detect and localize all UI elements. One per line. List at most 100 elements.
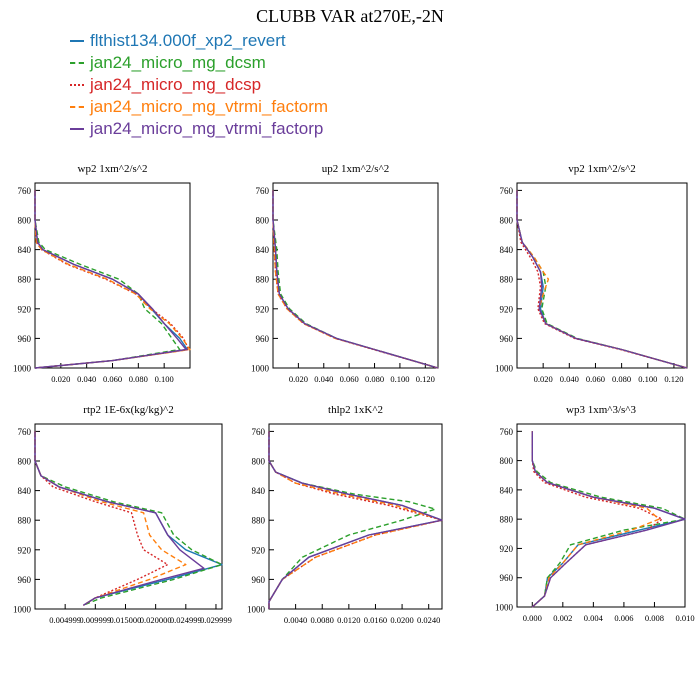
- x-tick-label-1-5: 0.120: [416, 374, 435, 384]
- y-tick-label-3-5: 960: [18, 575, 32, 585]
- y-tick-label-3-4: 920: [18, 545, 32, 555]
- y-tick-label-1-0: 760: [256, 186, 270, 196]
- series-line-2-4: [516, 190, 688, 369]
- chart-panel-1: up2 1xm^2/s^2 760 800 840 880 920 960 1000 0.020…: [251, 163, 439, 384]
- y-tick-label-3-3: 880: [18, 516, 32, 526]
- legend-entry-4: jan24_micro_mg_vtrmi_factorp: [70, 118, 328, 140]
- series-line-4-1: [268, 431, 436, 609]
- legend-entry-1: jan24_micro_mg_dcsm: [70, 52, 328, 74]
- y-tick-label-1-6: 1000: [251, 364, 270, 374]
- series-line-5-0: [531, 431, 686, 608]
- legend-swatch-2: [70, 84, 84, 86]
- plot-frame-5: [516, 423, 686, 608]
- series-line-4-3: [268, 431, 443, 609]
- y-tick-label-0-4: 920: [18, 304, 32, 314]
- page-title: CLUBB VAR at270E,-2N: [256, 6, 444, 26]
- y-tick-label-2-2: 840: [500, 245, 514, 255]
- y-tick-label-3-6: 1000: [13, 605, 32, 615]
- y-tick-label-1-1: 800: [256, 216, 270, 226]
- y-tick-label-4-1: 800: [252, 457, 266, 467]
- series-line-1-2: [272, 190, 439, 369]
- chart-panel-3: rtp2 1E-6x(kg/kg)^2 760 800 840 880 920 960 100…: [13, 404, 232, 625]
- series-line-2-0: [516, 190, 688, 369]
- x-tick-label-4-1: 0.0080: [311, 615, 334, 625]
- x-tick-label-0-4: 0.100: [155, 374, 174, 384]
- chart-title-1: up2 1xm^2/s^2: [322, 163, 389, 175]
- x-tick-label-2-2: 0.060: [586, 374, 605, 384]
- y-tick-label-1-5: 960: [256, 334, 270, 344]
- series-line-5-1: [531, 431, 686, 608]
- legend-label-1: jan24_micro_mg_dcsm: [90, 53, 266, 72]
- y-tick-label-2-1: 800: [500, 216, 514, 226]
- x-tick-label-3-2: 0.015000: [110, 615, 142, 625]
- x-tick-label-5-0: 0.000: [523, 613, 542, 623]
- x-tick-label-3-1: 0.009999: [79, 615, 111, 625]
- y-tick-label-2-0: 760: [500, 186, 514, 196]
- y-tick-label-5-0: 760: [500, 427, 514, 437]
- y-tick-label-2-4: 920: [500, 304, 514, 314]
- x-tick-label-4-0: 0.0040: [284, 615, 307, 625]
- y-tick-label-4-4: 920: [252, 545, 266, 555]
- x-tick-label-2-3: 0.080: [612, 374, 631, 384]
- chart-panel-2: vp2 1xm^2/s^2 760 800 840 880 920 960 1000 0.020…: [495, 163, 688, 384]
- x-tick-label-2-0: 0.020: [534, 374, 553, 384]
- legend-label-2: jan24_micro_mg_dcsp: [90, 75, 262, 94]
- x-tick-label-1-0: 0.020: [289, 374, 308, 384]
- legend: flthist134.000f_xp2_revert jan24_micro_m…: [70, 30, 328, 140]
- x-tick-label-0-1: 0.040: [77, 374, 96, 384]
- chart-panel-0: wp2 1xm^2/s^2 760 800 840 880 920 960 1000 0.020…: [13, 163, 191, 384]
- x-tick-label-0-3: 0.080: [129, 374, 148, 384]
- y-tick-label-0-3: 880: [18, 275, 32, 285]
- y-tick-label-4-0: 760: [252, 427, 266, 437]
- chart-title-4: thlp2 1xK^2: [328, 404, 383, 416]
- series-line-0-1: [34, 190, 181, 369]
- x-tick-label-2-4: 0.100: [638, 374, 657, 384]
- plot-frame-4: [268, 423, 443, 610]
- plot-frame-3: [34, 423, 223, 610]
- x-tick-label-1-1: 0.040: [314, 374, 333, 384]
- y-tick-label-5-5: 960: [500, 573, 514, 583]
- x-tick-label-5-2: 0.004: [584, 613, 604, 623]
- y-tick-label-0-1: 800: [18, 216, 32, 226]
- legend-label-3: jan24_micro_mg_vtrmi_factorm: [90, 97, 329, 116]
- series-line-5-4: [531, 431, 686, 608]
- x-tick-label-3-0: 0.004999: [49, 615, 81, 625]
- legend-swatch-3: [70, 106, 84, 108]
- x-tick-label-5-1: 0.002: [553, 613, 572, 623]
- x-tick-label-2-1: 0.040: [560, 374, 579, 384]
- x-tick-label-4-4: 0.0200: [390, 615, 413, 625]
- chart-title-5: wp3 1xm^3/s^3: [566, 404, 636, 416]
- series-line-5-3: [531, 431, 660, 608]
- series-line-4-4: [268, 431, 443, 609]
- y-tick-label-5-1: 800: [500, 456, 514, 466]
- y-tick-label-0-5: 960: [18, 334, 32, 344]
- y-tick-label-3-1: 800: [18, 457, 32, 467]
- x-tick-label-4-3: 0.0160: [364, 615, 387, 625]
- y-tick-label-1-4: 920: [256, 304, 270, 314]
- series-line-3-2: [34, 431, 169, 606]
- chart-title-3: rtp2 1E-6x(kg/kg)^2: [83, 404, 173, 416]
- series-line-1-0: [272, 190, 439, 369]
- plot-frame-1: [272, 182, 439, 369]
- y-tick-label-0-6: 1000: [13, 364, 32, 374]
- series-line-3-4: [34, 431, 205, 606]
- legend-entry-0: flthist134.000f_xp2_revert: [70, 30, 328, 52]
- legend-entry-3: jan24_micro_mg_vtrmi_factorm: [70, 96, 328, 118]
- legend-swatch-4: [70, 128, 84, 130]
- y-tick-label-5-2: 840: [500, 485, 514, 495]
- series-line-3-0: [34, 431, 223, 606]
- y-tick-label-5-6: 1000: [495, 603, 514, 613]
- series-line-3-1: [34, 431, 223, 606]
- chart-panel-4: thlp2 1xK^2 760 800 840 880 920 960 1000 0.0040 0…: [247, 404, 443, 625]
- legend-entry-2: jan24_micro_mg_dcsp: [70, 74, 328, 96]
- y-tick-label-3-2: 840: [18, 486, 32, 496]
- series-line-1-3: [272, 190, 439, 369]
- x-tick-label-1-3: 0.080: [365, 374, 384, 384]
- x-tick-label-1-4: 0.100: [390, 374, 409, 384]
- y-tick-label-0-0: 760: [18, 186, 32, 196]
- y-tick-label-2-6: 1000: [495, 364, 514, 374]
- series-line-0-3: [34, 190, 191, 369]
- chart-title-0: wp2 1xm^2/s^2: [78, 163, 148, 175]
- y-tick-label-5-4: 920: [500, 544, 514, 554]
